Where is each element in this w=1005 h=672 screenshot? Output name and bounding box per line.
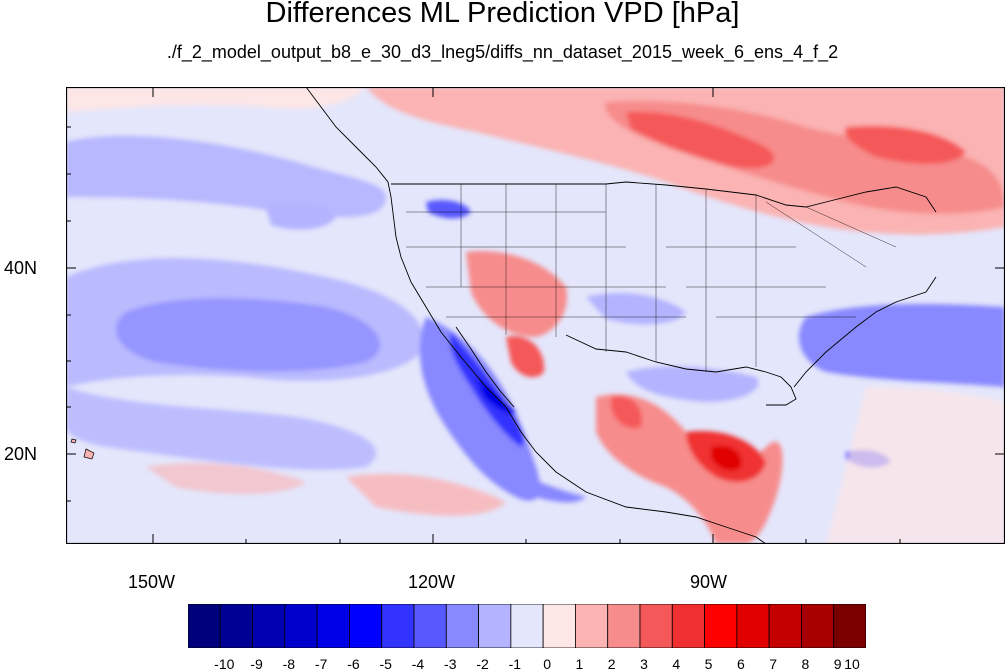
colorbar-swatch — [542, 604, 576, 648]
colorbar-swatch — [639, 604, 673, 648]
state-borders — [406, 184, 897, 372]
colorbar-tick-label: -8 — [282, 656, 296, 672]
colorbar-swatch — [671, 604, 705, 648]
hawaii-islands — [70, 438, 95, 460]
ticks — [66, 87, 1005, 544]
colorbar-swatch — [575, 604, 609, 648]
vpd-difference-map — [66, 87, 1005, 544]
colorbar-swatch — [607, 604, 641, 648]
colorbar-swatch — [833, 604, 866, 648]
colorbar-swatch — [478, 604, 512, 648]
chart-subtitle: ./f_2_model_output_b8_e_30_d3_lneg5/diff… — [166, 42, 839, 62]
colorbar-swatch — [704, 604, 738, 648]
lat-label-20n: 20N — [4, 444, 38, 464]
colorbar-tick-label: -7 — [314, 656, 328, 672]
colorbar-swatch — [381, 604, 415, 648]
colorbar-swatch — [445, 604, 479, 648]
lon-label-90w: 90W — [690, 572, 728, 592]
colorbar-tick-label: -4 — [411, 656, 425, 672]
coastlines — [305, 87, 937, 544]
colorbar-tick-label: 2 — [607, 656, 616, 672]
colorbar-tick-label: -6 — [347, 656, 360, 672]
colorbar-swatch — [510, 604, 544, 648]
colorbar-tick-label: -9 — [250, 656, 263, 672]
colorbar-tick-label: -3 — [444, 656, 457, 672]
colorbar-tick-label: 1 — [575, 656, 584, 672]
lat-label-40n: 40N — [4, 258, 38, 278]
colorbar-swatch — [284, 604, 318, 648]
colorbar-tick-label: 10 — [844, 656, 860, 672]
colorbar-tick-label: 6 — [736, 656, 745, 672]
chart-title: Differences ML Prediction VPD [hPa] — [265, 0, 740, 29]
colorbar-tick-label: 9 — [833, 656, 842, 672]
difference-field — [66, 87, 1005, 544]
lon-label-120w: 120W — [408, 572, 456, 592]
colorbar-tick-label: 7 — [769, 656, 778, 672]
lon-label-150w: 150W — [128, 572, 176, 592]
colorbar-tick-label: 8 — [801, 656, 810, 672]
colorbar-swatch — [316, 604, 350, 648]
colorbar — [188, 604, 866, 648]
colorbar-swatch — [736, 604, 770, 648]
colorbar-tick-label: 3 — [640, 656, 648, 672]
colorbar-tick-label: -10 — [214, 656, 235, 672]
colorbar-swatch — [219, 604, 253, 648]
colorbar-swatch — [252, 604, 286, 648]
colorbar-tick-label: 4 — [672, 656, 681, 672]
colorbar-swatch — [349, 604, 383, 648]
colorbar-swatch — [768, 604, 802, 648]
colorbar-tick-label: -5 — [379, 656, 392, 672]
colorbar-tick-label: -1 — [508, 656, 522, 672]
colorbar-swatch — [188, 604, 221, 648]
colorbar-tick-label: 0 — [543, 656, 552, 672]
colorbar-tick-label: 5 — [704, 656, 713, 672]
colorbar-tick-label: -2 — [476, 656, 489, 672]
colorbar-swatch — [801, 604, 835, 648]
colorbar-swatch — [413, 604, 447, 648]
